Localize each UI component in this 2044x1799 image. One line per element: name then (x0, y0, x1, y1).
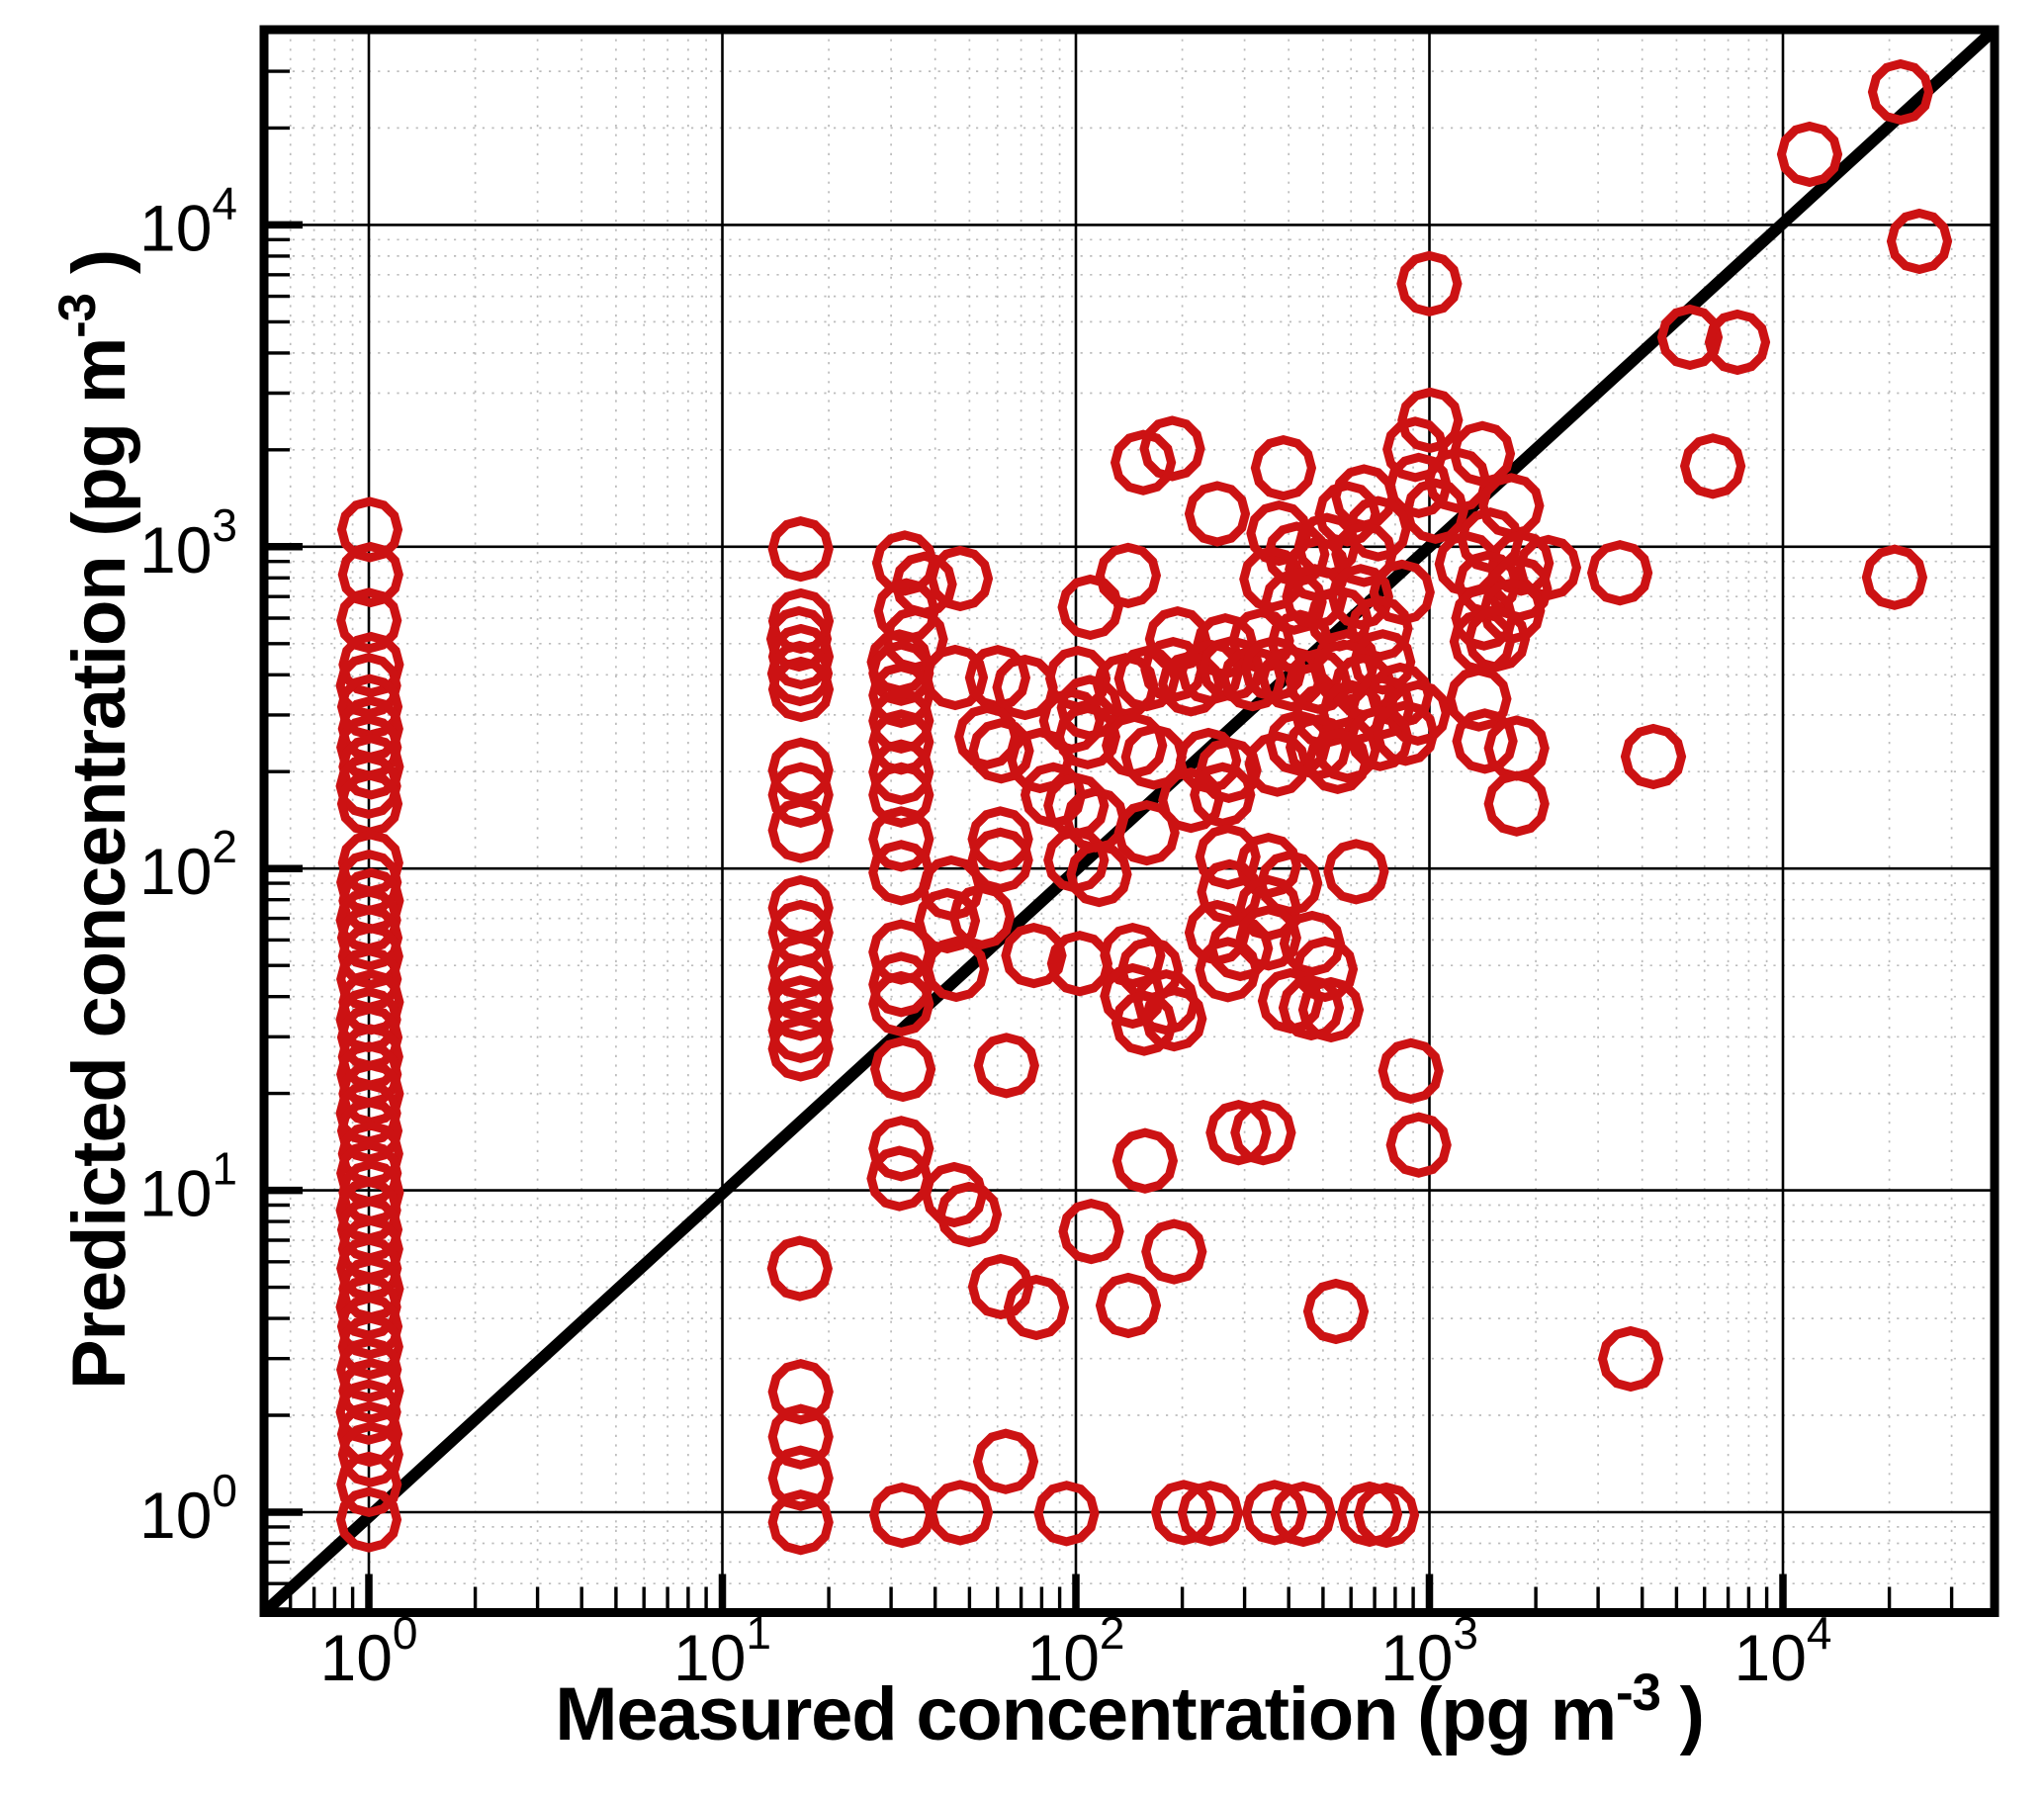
svg-text:Predicted concentration (pg m-: Predicted concentration (pg m-3 ) (48, 250, 141, 1390)
svg-text:Measured concentration (pg m-3: Measured concentration (pg m-3 ) (555, 1664, 1704, 1756)
svg-text:101: 101 (673, 1607, 771, 1694)
